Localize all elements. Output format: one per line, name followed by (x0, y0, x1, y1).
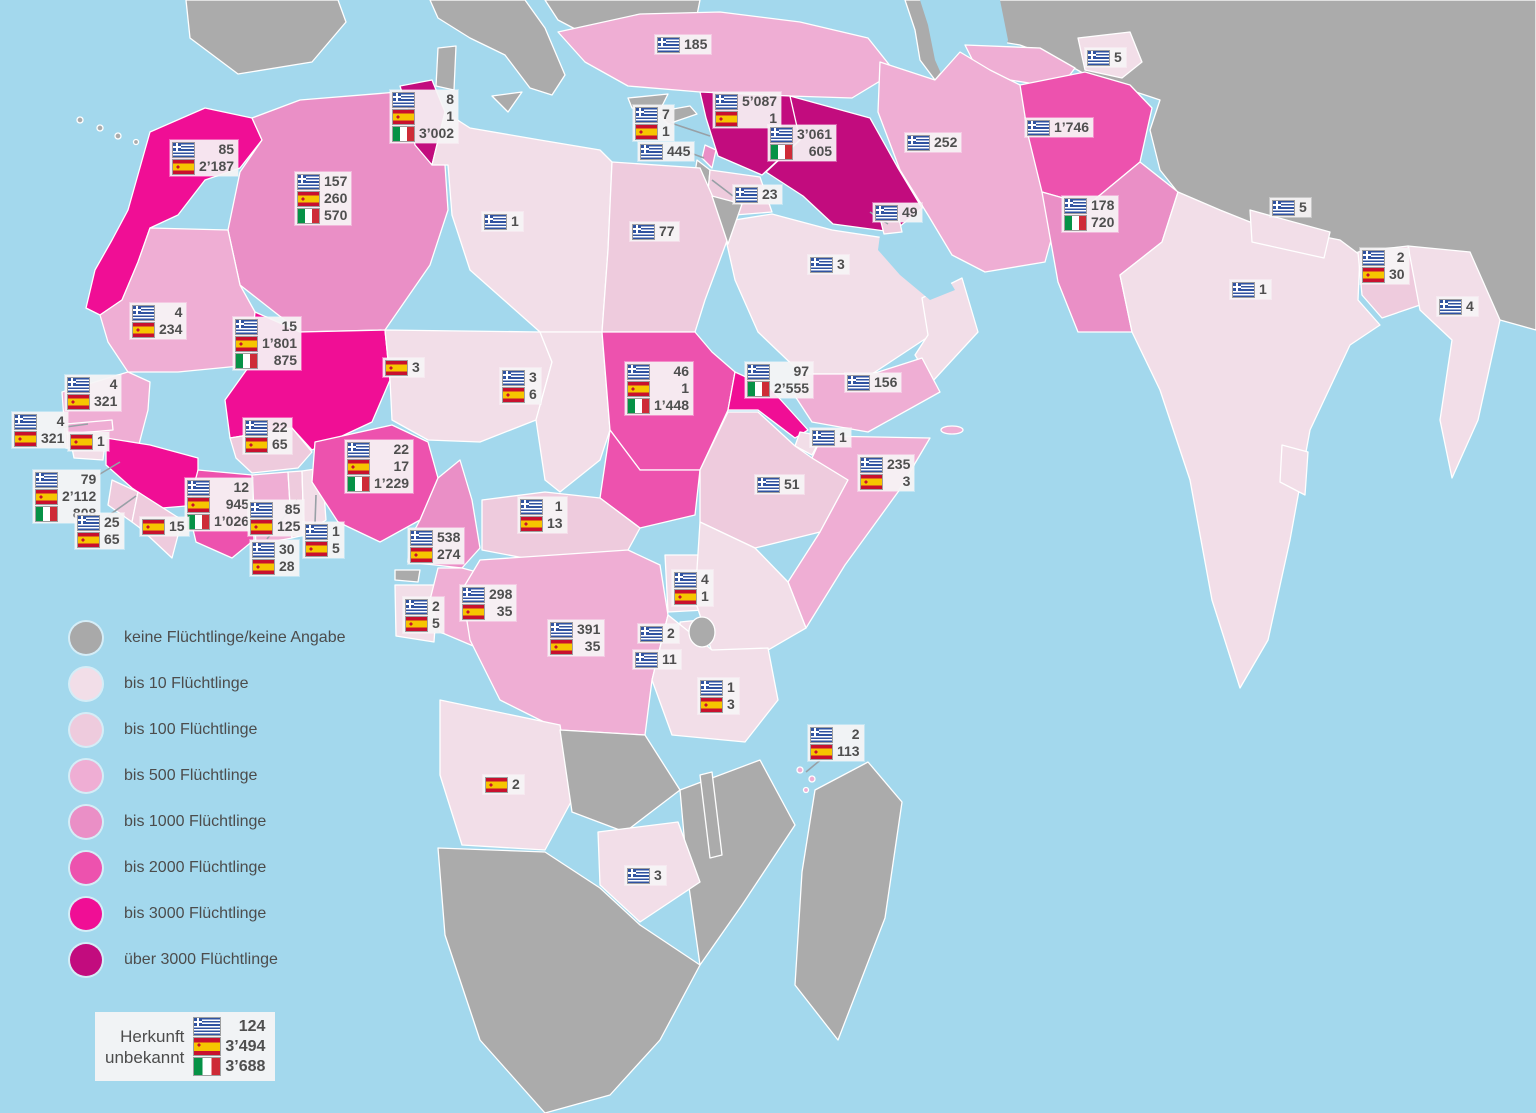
island-canary (76, 116, 84, 124)
spain-flag-icon (194, 1038, 221, 1055)
legend-label: bis 10 Flüchtlinge (124, 675, 249, 692)
legend-label: bis 3000 Flüchtlinge (124, 905, 267, 922)
leader-line-cyprus (667, 121, 711, 137)
legend-item: bis 10 Flüchtlinge (70, 668, 346, 700)
flag-value-row: 3’494 (194, 1038, 265, 1055)
flag-value-row: 3’688 (194, 1058, 265, 1075)
legend-color-swatch (70, 714, 102, 746)
island-canary (132, 138, 140, 146)
legend-color-swatch (70, 622, 102, 654)
country-spain-land (185, 0, 347, 75)
legend-color-swatch (70, 944, 102, 976)
country-nepal (1249, 209, 1331, 259)
legend: keine Flüchtlinge/keine Angabe bis 10 Flü… (70, 622, 346, 976)
leader-line-jordan (711, 179, 734, 197)
country-yemen (794, 357, 941, 433)
island-sicily (491, 91, 523, 113)
country-guinea-bissau (69, 435, 107, 461)
country-equatorial-guinea (394, 569, 421, 583)
country-lebanon (701, 144, 717, 169)
country-zambia (559, 729, 681, 833)
italy-flag-icon (194, 1058, 221, 1075)
island-canary (114, 132, 122, 140)
legend-label: bis 2000 Flüchtlinge (124, 859, 267, 876)
legend-item: bis 100 Flüchtlinge (70, 714, 346, 746)
legend-label: über 3000 Flüchtlinge (124, 951, 278, 968)
island-comoros (808, 775, 816, 783)
country-italy-land (429, 0, 566, 96)
legend-item: bis 2000 Flüchtlinge (70, 852, 346, 884)
island-socotra (940, 425, 964, 435)
origin-unknown-text: Herkunft unbekannt (105, 1026, 184, 1068)
legend-color-swatch (70, 898, 102, 930)
refugee-count: 3’494 (225, 1038, 266, 1055)
origin-unknown-rows: 124 3’494 3’688 (194, 1018, 265, 1075)
country-egypt (601, 161, 729, 333)
country-india (1119, 191, 1381, 689)
lake-malawi (699, 771, 723, 859)
legend-color-swatch (70, 852, 102, 884)
country-kenya (694, 521, 807, 653)
refugee-count: 3’688 (225, 1058, 266, 1075)
legend-label: bis 500 Flüchtlinge (124, 767, 258, 784)
origin-unknown-line1: Herkunft (120, 1026, 185, 1046)
island-comoros (802, 786, 810, 794)
legend-color-swatch (70, 760, 102, 792)
legend-color-swatch (70, 668, 102, 700)
leader-line-sierra-leone (107, 495, 137, 517)
region-sinai (711, 195, 743, 245)
country-ghana (251, 471, 293, 546)
island-canary (96, 124, 104, 132)
legend-item: keine Flüchtlinge/keine Angabe (70, 622, 346, 654)
refugee-count: 124 (238, 1018, 266, 1035)
country-guinea (105, 437, 199, 509)
flag-value-row: 124 (194, 1018, 265, 1035)
island-madagascar (794, 761, 903, 1041)
legend-item: bis 3000 Flüchtlinge (70, 898, 346, 930)
origin-unknown-line2: unbekannt (105, 1047, 185, 1067)
country-kuwait (879, 213, 903, 235)
greece-flag-icon (194, 1018, 221, 1035)
country-turkey (557, 11, 896, 99)
country-sri-lanka (1279, 444, 1309, 496)
leader-line-benin (314, 494, 317, 525)
legend-label: bis 100 Flüchtlinge (124, 721, 258, 738)
island-comoros (796, 766, 804, 774)
lake-victoria (688, 616, 716, 648)
legend-color-swatch (70, 806, 102, 838)
legend-label: bis 1000 Flüchtlinge (124, 813, 267, 830)
legend-label: keine Flüchtlinge/keine Angabe (124, 629, 346, 646)
origin-unknown-box: Herkunft unbekannt 124 3’494 3’688 (95, 1012, 276, 1081)
persian-gulf (878, 235, 955, 300)
legend-item: bis 500 Flüchtlinge (70, 760, 346, 792)
legend-item: bis 1000 Flüchtlinge (70, 806, 346, 838)
island-sardinia (435, 45, 457, 91)
legend-item: über 3000 Flüchtlinge (70, 944, 346, 976)
country-south-africa (437, 847, 701, 1113)
